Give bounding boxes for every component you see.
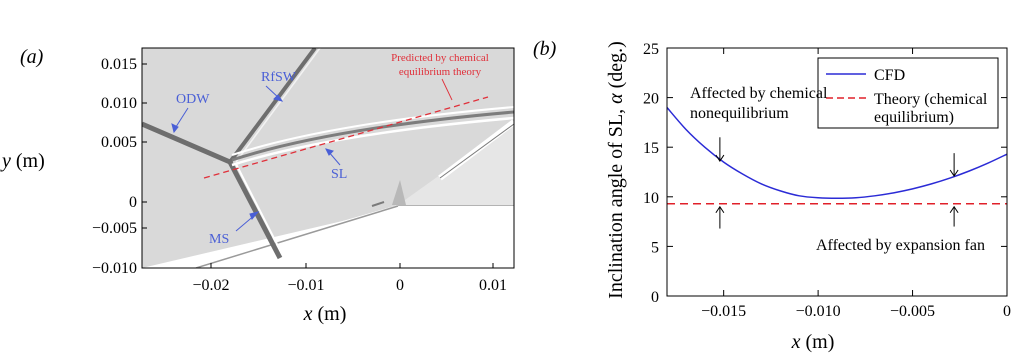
panel-b-axes-frame — [666, 47, 1008, 297]
panel-b-xlabel: x (m) — [791, 331, 835, 353]
panel-a: (a) — [0, 46, 515, 325]
flow-field-image — [142, 48, 514, 268]
a-xtick-1: −0.01 — [287, 277, 324, 294]
a-ytick-1: 0.010 — [101, 95, 137, 112]
panel-a-label: (a) — [20, 46, 44, 68]
panel-a-ylabel: y (m) — [0, 150, 45, 172]
b-xtick-label-2: −0.005 — [890, 303, 935, 320]
panel-b-plot: −0.015 −0.010 −0.005 0 0 5 10 15 20 25 — [643, 41, 1011, 320]
panel-b-label: (b) — [533, 38, 557, 60]
a-xtick-3: 0.01 — [479, 277, 507, 294]
annotation-arrowhead-3 — [949, 205, 959, 213]
a-xtick-2: 0 — [396, 277, 404, 294]
b-ytick-label-4: 20 — [643, 91, 659, 108]
ms-label: MS — [209, 232, 229, 247]
b-xtick-label-1: −0.010 — [796, 303, 841, 320]
panel-a-ticks — [142, 63, 494, 269]
annotation-arrowhead-1 — [715, 205, 725, 213]
b-xtick-label-0: −0.015 — [701, 303, 746, 320]
annotation-nonequilibrium-line1: Affected by chemical — [690, 85, 828, 102]
a-xtick-0: −0.02 — [192, 277, 229, 294]
legend-theory-label-line1: Theory (chemical — [874, 91, 988, 108]
a-ytick-0: 0.015 — [101, 56, 137, 73]
sl-label: SL — [331, 167, 347, 182]
panel-a-x-ticklabels: −0.02 −0.01 0 0.01 — [192, 277, 507, 294]
panel-a-xlabel: x (m) — [303, 303, 347, 325]
rfsw-label: RfSW — [261, 70, 297, 85]
odw-label: ODW — [176, 92, 210, 107]
annotation-nonequilibrium-line2: nonequilibrium — [690, 105, 789, 122]
a-ytick-4: −0.005 — [92, 220, 137, 237]
b-ytick-label-3: 15 — [643, 140, 659, 157]
legend-theory-label-line2: equilibrium) — [874, 109, 954, 126]
a-ytick-2: 0.005 — [101, 134, 137, 151]
predicted-label-line2: equilibrium theory — [399, 66, 482, 78]
annotation-arrowhead-2 — [949, 169, 959, 177]
b-ytick-label-2: 10 — [643, 190, 659, 207]
b-ytick-label-1: 5 — [651, 239, 659, 256]
panel-a-axes-frame — [141, 47, 515, 269]
series-cfd-line — [666, 107, 1008, 200]
panel-b: (b) Inclination angle of SL, α (deg.) x … — [533, 38, 1011, 353]
legend-box — [817, 57, 999, 129]
a-ytick-3: 0 — [129, 194, 137, 211]
annotation-expansion: Affected by expansion fan — [816, 237, 985, 254]
panel-a-y-ticklabels: 0.015 0.010 0.005 0 −0.005 −0.010 — [92, 56, 137, 277]
predicted-label-line1: Predicted by chemical — [391, 52, 489, 64]
b-ytick-label-0: 0 — [651, 289, 659, 306]
annotation-arrowhead-0 — [715, 154, 725, 162]
b-xtick-label-3: 0 — [1003, 303, 1011, 320]
legend-cfd-label: CFD — [874, 67, 905, 84]
panel-b-ylabel: Inclination angle of SL, α (deg.) — [605, 41, 627, 299]
legend: CFD Theory (chemical equilibrium) — [817, 57, 999, 129]
a-ytick-5: −0.010 — [92, 260, 137, 277]
b-ytick-label-5: 25 — [643, 41, 659, 58]
